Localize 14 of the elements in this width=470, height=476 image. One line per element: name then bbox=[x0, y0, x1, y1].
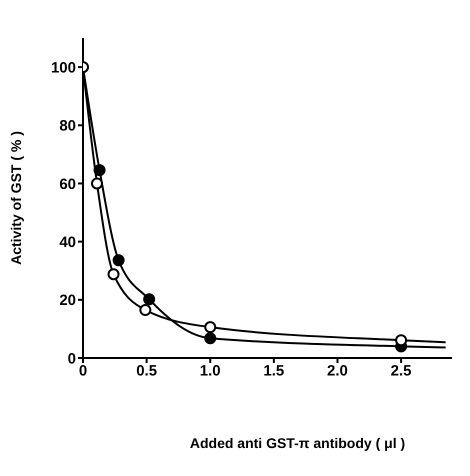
x-axis-title: Added anti GST-π antibody ( μl ) bbox=[190, 435, 406, 451]
y-tick-label: 100 bbox=[50, 59, 76, 76]
x-tick-label: 0 bbox=[78, 362, 88, 380]
x-tick-label: 0.5 bbox=[136, 362, 158, 380]
x-tick-label: 1.0 bbox=[200, 362, 221, 380]
y-axis-title: Activity of GST ( % ) bbox=[8, 131, 24, 265]
y-tick-label: 0 bbox=[68, 350, 76, 368]
y-tick-label: 80 bbox=[59, 118, 76, 135]
x-tick-label: 2.5 bbox=[390, 362, 412, 380]
y-tick-label: 20 bbox=[59, 292, 76, 310]
y-tick-label: 40 bbox=[59, 234, 76, 251]
y-tick-label: 60 bbox=[59, 176, 76, 193]
x-tick-label: 2.0 bbox=[327, 362, 348, 380]
x-tick-label: 1.5 bbox=[263, 362, 284, 380]
